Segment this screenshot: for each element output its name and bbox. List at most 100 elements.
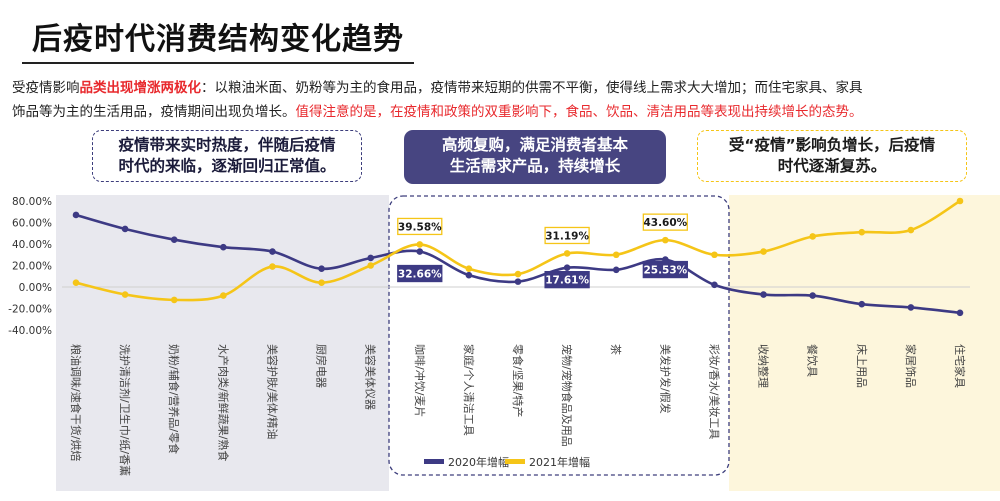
series-2021-point <box>220 292 227 299</box>
y-tick-label: -40.00% <box>8 325 52 337</box>
data-label-text: 39.58% <box>398 221 442 233</box>
callout-left: 疫情带来实时热度，伴随后疫情 时代的来临，逐渐回归正常值。 <box>92 130 362 182</box>
series-2021-point <box>514 270 522 278</box>
x-category-label: 餐饮具 <box>806 344 820 377</box>
series-2020-point <box>367 254 374 262</box>
x-category-label: 住宅家具 <box>953 344 967 388</box>
x-category-label: 粮油调味/速食干货/烘焙 <box>69 344 83 461</box>
series-2021-point <box>170 296 178 304</box>
legend: 2020年增幅 2021年增幅 <box>424 455 590 469</box>
title-underline <box>22 62 414 64</box>
page-title: 后疫时代消费结构变化趋势 <box>32 22 404 57</box>
data-label: 43.60% <box>642 213 688 231</box>
series-2021-point <box>662 236 669 244</box>
data-label-box <box>642 260 688 279</box>
x-category-label: 厨房电器 <box>315 344 328 388</box>
intro-rest-2: 饰品等为主的生活用品，疫情期间出现负增长。 <box>12 104 296 120</box>
series-2020-point <box>858 300 866 308</box>
series-2021-point <box>612 251 620 259</box>
series-2021-point <box>711 251 718 259</box>
series-2020-point <box>563 264 571 271</box>
intro-red-note: 值得注意的是，在疫情和政策的双重影响下，食品、饮品、清洁用品等表现出持续增长的态… <box>295 104 863 120</box>
x-category-label: 洗护清洁剂/卫生巾/纸/香薰 <box>118 344 132 476</box>
data-label-box <box>397 264 443 283</box>
x-category-label: 家居饰品 <box>904 344 918 388</box>
x-category-label: 茶 <box>609 344 622 355</box>
intro-prefix: 受疫情影响 <box>12 80 80 96</box>
series-2020-point <box>416 248 424 255</box>
x-category-label: 咖啡/冲饮/麦片 <box>413 344 427 417</box>
x-category-label: 家庭/个人清洁工具 <box>462 344 476 436</box>
y-tick-label: 60.00% <box>12 218 52 230</box>
x-category-label: 水产肉类/新鲜蔬果/熟食 <box>216 344 230 461</box>
legend-label-2020: 2020年增幅 <box>448 455 509 469</box>
x-category-label: 零食/坚果/特产 <box>511 344 525 417</box>
data-label-text: 17.61% <box>545 275 589 287</box>
x-category-label: 美容护肤/美体/精油 <box>265 344 279 439</box>
intro-paragraph: 受疫情影响品类出现增涨两极化：以粮油米面、奶粉等为主的食用品，疫情带来短期的供需… <box>12 76 992 124</box>
series-2021-point <box>809 233 816 240</box>
callout-right-line-2: 时代逐渐复苏。 <box>777 157 887 175</box>
data-label-text: 43.60% <box>643 217 687 229</box>
series-2020-point <box>711 281 718 289</box>
series-2021-point <box>465 265 473 273</box>
legend-swatch-2021 <box>505 459 525 464</box>
x-category-label: 床上用品 <box>855 344 869 388</box>
data-label: 31.19% <box>544 226 590 245</box>
series-2021-point <box>121 291 129 298</box>
zone-middle-border <box>388 195 730 476</box>
x-category-label: 奶粉/辅食/营养品/零食 <box>167 344 181 454</box>
callout-left-line-2: 时代的来临，逐渐回归正常值。 <box>118 157 336 175</box>
legend-swatch-2020 <box>424 459 444 464</box>
x-category-label: 宠物/宠物食品及用品 <box>560 344 574 447</box>
series-2021-point <box>956 197 964 205</box>
intro-rest-1: ：以粮油米面、奶粉等为主的食用品，疫情带来短期的供需不平衡，使得线上需求大大增加… <box>201 80 863 96</box>
data-label-box <box>544 226 590 245</box>
series-2020-point <box>907 304 915 311</box>
data-label-text: 32.66% <box>398 269 442 281</box>
callout-middle-line-2: 生活需求产品，持续增长 <box>449 157 621 175</box>
y-tick-label: 20.00% <box>12 261 52 273</box>
data-label: 32.66% <box>397 264 443 283</box>
series-2020-point <box>170 236 178 243</box>
x-category-label: 美发护发/假发 <box>658 344 672 414</box>
data-label-box <box>397 217 443 236</box>
series-2021-point <box>858 228 866 236</box>
series-2020-point <box>465 271 473 279</box>
data-label: 25.53% <box>642 260 688 279</box>
intro-highlight: 品类出现增涨两极化 <box>79 80 202 96</box>
series-2021-point <box>367 262 374 269</box>
series-2020-point <box>760 291 767 298</box>
x-category-label: 美容美体仪器 <box>364 344 378 410</box>
data-label-text: 25.53% <box>643 265 687 277</box>
series-2020-point <box>612 266 620 274</box>
zone-right-background <box>729 195 1000 491</box>
callout-right-line-1: 受“疫情”影响负增长，后疫情 <box>728 136 936 154</box>
series-2021-point <box>269 263 276 270</box>
y-tick-label: 80.00% <box>12 196 52 208</box>
callout-middle: 高频复购，满足消费者基本 生活需求产品，持续增长 <box>404 130 666 184</box>
series-2021-point <box>72 279 80 287</box>
series-2021-point <box>760 248 767 255</box>
data-label: 17.61% <box>544 270 590 289</box>
x-category-label: 彩妆/香水/美妆工具 <box>707 344 720 439</box>
callout-left-line-1: 疫情带来实时热度，伴随后疫情 <box>118 136 336 154</box>
series-2020-point <box>72 211 80 219</box>
callout-middle-line-1: 高频复购，满足消费者基本 <box>441 136 628 154</box>
series-2020-point <box>121 225 129 233</box>
y-tick-label: 0.00% <box>19 282 52 294</box>
legend-label-2021: 2021年增幅 <box>529 455 590 469</box>
data-label: 39.58% <box>397 217 443 236</box>
callout-right: 受“疫情”影响负增长，后疫情 时代逐渐复苏。 <box>697 130 967 182</box>
series-2021-point <box>318 279 325 287</box>
x-category-label: 收纳整理 <box>757 344 771 388</box>
series-2020-point <box>220 243 227 251</box>
series-2020-point <box>956 309 964 317</box>
series-2020-point <box>318 265 325 273</box>
y-tick-label: 40.00% <box>12 239 52 251</box>
data-label-box <box>642 213 688 231</box>
series-2021-point <box>416 241 424 248</box>
series-2021-point <box>563 250 571 257</box>
data-label-text: 31.19% <box>545 230 589 242</box>
